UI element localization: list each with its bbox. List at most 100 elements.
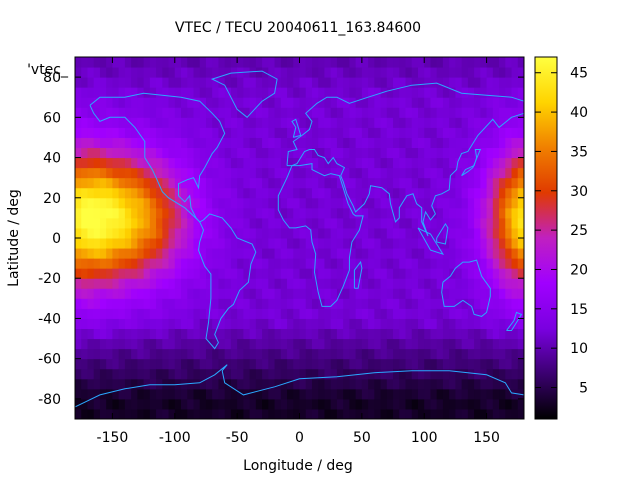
heatmap-cell <box>274 268 282 279</box>
heatmap-cell <box>137 127 145 138</box>
heatmap-cell <box>187 97 194 108</box>
heatmap-cell <box>417 127 425 138</box>
heatmap-cell <box>293 368 300 380</box>
heatmap-cell <box>255 398 263 410</box>
coastline <box>353 260 363 289</box>
heatmap-cell <box>424 248 431 259</box>
heatmap-cell <box>511 117 519 128</box>
heatmap-cell <box>455 348 463 360</box>
heatmap-cell <box>243 77 251 88</box>
heatmap-cell <box>112 87 120 98</box>
heatmap-cell <box>436 197 444 209</box>
heatmap-cell <box>255 187 263 199</box>
heatmap-cell <box>131 408 138 420</box>
heatmap-cell <box>305 348 313 360</box>
heatmap-cell <box>343 408 350 420</box>
heatmap-cell <box>355 127 363 138</box>
heatmap-cell <box>293 298 300 309</box>
heatmap-cell <box>287 298 294 309</box>
heatmap-cell <box>480 187 488 199</box>
heatmap-cell <box>174 388 182 400</box>
heatmap-cell <box>399 328 407 340</box>
heatmap-cell <box>218 107 226 118</box>
heatmap-cell <box>162 348 170 360</box>
heatmap-cell <box>287 388 294 400</box>
heatmap-cell <box>324 248 332 259</box>
heatmap-cell <box>343 298 350 309</box>
heatmap-cell <box>293 177 300 189</box>
heatmap-cell <box>237 147 244 159</box>
heatmap-cell <box>237 117 244 128</box>
heatmap-cell <box>455 67 463 78</box>
heatmap-cell <box>280 147 288 159</box>
heatmap-cell <box>262 328 269 340</box>
heatmap-cell <box>237 57 244 68</box>
heatmap-cell <box>124 87 132 98</box>
heatmap-cell <box>355 177 363 189</box>
heatmap-cell <box>499 177 506 189</box>
heatmap-cell <box>205 127 213 138</box>
heatmap-cell <box>343 107 350 118</box>
heatmap-cell <box>361 57 369 68</box>
heatmap-cell <box>430 318 438 329</box>
heatmap-cell <box>449 328 456 340</box>
heatmap-cell <box>380 137 388 148</box>
heatmap-cell <box>355 358 363 370</box>
heatmap-cell <box>455 318 463 329</box>
heatmap-cell <box>174 408 182 420</box>
heatmap-cell <box>492 147 500 159</box>
heatmap-cell <box>492 117 500 128</box>
heatmap-cell <box>299 177 307 189</box>
heatmap-cell <box>486 137 494 148</box>
x-tick-label: 150 <box>473 430 500 446</box>
heatmap-cell <box>393 107 400 118</box>
heatmap-cell <box>124 117 132 128</box>
heatmap-cell <box>336 217 344 229</box>
heatmap-cell <box>305 298 313 309</box>
heatmap-cell <box>355 398 363 410</box>
heatmap-cell <box>461 318 469 329</box>
colorbar-tick-label: 15 <box>570 302 588 318</box>
heatmap-cell <box>430 67 438 78</box>
heatmap-cell <box>249 217 257 229</box>
heatmap-cell <box>99 227 107 239</box>
heatmap-cell <box>430 398 438 410</box>
heatmap-cell <box>131 87 138 98</box>
heatmap-cell <box>162 318 170 329</box>
heatmap-cell <box>499 217 506 229</box>
heatmap-cell <box>499 248 506 259</box>
heatmap-cell <box>118 167 126 179</box>
heatmap-cell <box>93 177 101 189</box>
heatmap-cell <box>124 187 132 199</box>
heatmap-cell <box>193 378 201 390</box>
heatmap-cell <box>461 127 469 138</box>
heatmap-cell <box>137 217 145 229</box>
heatmap-cell <box>255 147 263 159</box>
heatmap-cell <box>349 107 357 118</box>
heatmap-cell <box>249 97 257 108</box>
heatmap-cell <box>181 258 188 269</box>
heatmap-cell <box>311 318 319 329</box>
heatmap-cell <box>218 348 226 360</box>
heatmap-cell <box>243 87 251 98</box>
heatmap-cell <box>349 67 357 78</box>
heatmap-cell <box>137 197 145 209</box>
heatmap-cell <box>461 368 469 380</box>
heatmap-cell <box>262 378 269 390</box>
heatmap-cell <box>355 378 363 390</box>
heatmap-cell <box>480 328 488 340</box>
y-tick-label: 20 <box>43 191 61 207</box>
heatmap-cell <box>143 187 151 199</box>
heatmap-cell <box>505 248 513 259</box>
heatmap-cell <box>486 298 494 309</box>
heatmap-cell <box>411 157 419 169</box>
heatmap-cell <box>287 348 294 360</box>
heatmap-cell <box>87 187 95 199</box>
heatmap-cell <box>318 238 325 249</box>
heatmap-cell <box>99 338 107 350</box>
heatmap-cell <box>199 368 207 380</box>
heatmap-cell <box>436 338 444 350</box>
heatmap-cell <box>461 408 469 420</box>
heatmap-cell <box>293 107 300 118</box>
heatmap-cell <box>324 107 332 118</box>
